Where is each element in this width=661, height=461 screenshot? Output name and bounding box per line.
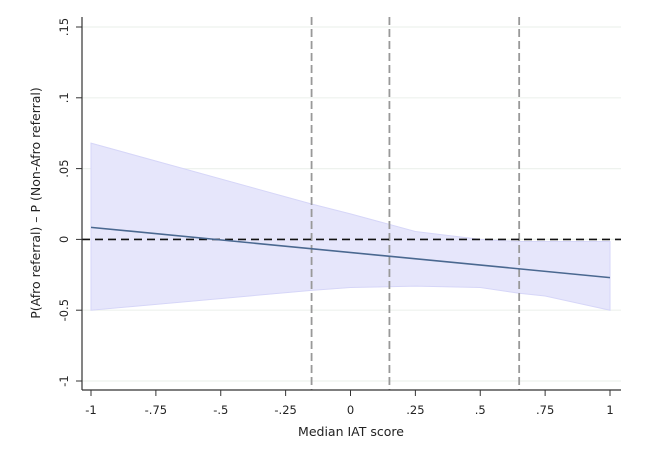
x-tick-label: -.5 — [213, 403, 228, 417]
y-axis-title: P(Afro referral) – P (Non-Afro referral) — [28, 87, 43, 319]
x-ticks: -1 -.75 -.5 -.25 0 .25 .5 .75 1 — [85, 390, 614, 417]
y-tick-label: 0 — [57, 236, 71, 243]
y-ticks: .15 .1 .05 0 -0.5 -1 — [57, 18, 82, 387]
x-tick-label: -.75 — [145, 403, 167, 417]
y-tick-label: -1 — [57, 375, 71, 386]
y-tick-label: .05 — [57, 159, 71, 177]
x-tick-label: .75 — [536, 403, 554, 417]
x-tick-label: .25 — [406, 403, 424, 417]
x-tick-label: 0 — [347, 403, 354, 417]
vertical-reference-lines — [310, 17, 521, 390]
axes — [81, 17, 621, 391]
series — [90, 226, 611, 279]
x-axis-title: Median IAT score — [298, 424, 404, 439]
x-tick-label: -1 — [85, 403, 96, 417]
y-tick-label: .1 — [57, 92, 71, 103]
y-tick-label: .15 — [57, 18, 71, 36]
x-tick-label: -.25 — [274, 403, 296, 417]
x-tick-label: 1 — [606, 403, 613, 417]
x-tick-label: .5 — [475, 403, 486, 417]
confidence-band-area — [90, 142, 611, 311]
y-tick-label: -0.5 — [57, 299, 71, 321]
confidence-band — [90, 142, 611, 311]
series-line — [90, 226, 611, 279]
